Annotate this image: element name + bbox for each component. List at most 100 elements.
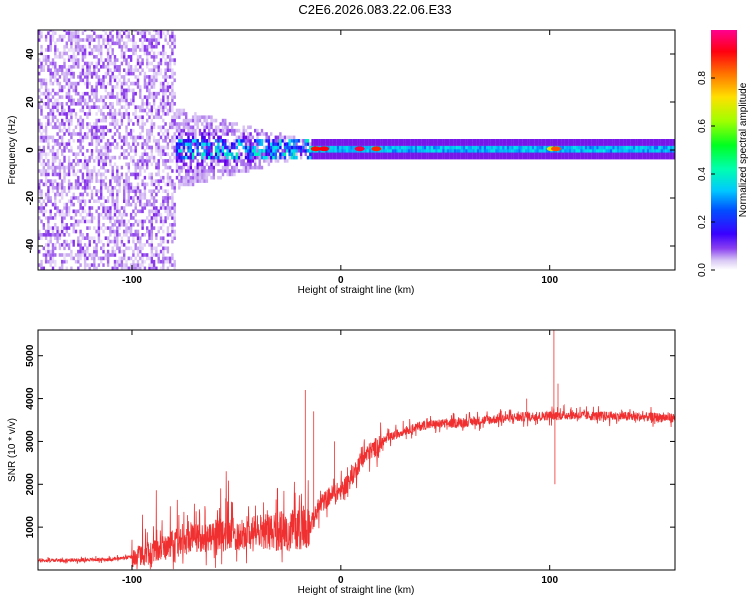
spectrogram-cell bbox=[249, 135, 252, 140]
spectrogram-cell bbox=[672, 139, 675, 143]
spectrogram-cell bbox=[203, 175, 206, 180]
spectrogram-cell bbox=[564, 142, 567, 146]
spectrogram-cell bbox=[148, 236, 151, 240]
spectrogram-cell bbox=[171, 41, 174, 46]
spectrogram-cell bbox=[90, 179, 94, 183]
spectrogram-cell bbox=[214, 149, 218, 153]
spectrogram-cell bbox=[70, 256, 73, 261]
spectrogram-cell bbox=[637, 149, 640, 153]
spectrogram-cell bbox=[129, 88, 133, 93]
spectrogram-cell bbox=[127, 48, 130, 52]
spectrogram-cell bbox=[642, 142, 645, 146]
spectrogram-cell bbox=[155, 186, 158, 190]
spectrogram-cell bbox=[580, 155, 583, 160]
spectrogram-cell bbox=[111, 142, 114, 146]
spectrogram-cell bbox=[635, 152, 638, 156]
spectrogram-cell bbox=[242, 135, 245, 140]
spectrogram-cell bbox=[279, 145, 282, 150]
spectrogram-cell bbox=[596, 139, 599, 143]
spectrogram-cell bbox=[40, 263, 43, 267]
spectrogram-cell bbox=[196, 175, 199, 180]
spectrogram-cell bbox=[136, 105, 140, 109]
spectrogram-cell bbox=[141, 192, 144, 197]
spectrogram-cell bbox=[139, 236, 142, 240]
spectrogram-cell bbox=[203, 139, 206, 143]
spectrogram-cell bbox=[106, 243, 110, 247]
spectrogram-cell bbox=[100, 139, 103, 143]
spectrogram-cell bbox=[166, 88, 170, 93]
spectrogram-cell bbox=[203, 135, 206, 140]
spectrogram-cell bbox=[173, 112, 176, 116]
spectrogram-cell bbox=[171, 236, 174, 240]
spectrogram-cell bbox=[134, 108, 137, 113]
spectrogram-cell bbox=[136, 142, 140, 146]
spectrogram-cell bbox=[290, 152, 294, 156]
spectrogram-cell bbox=[502, 142, 505, 146]
spectrogram-cell bbox=[97, 81, 101, 86]
spectrogram-cell bbox=[205, 155, 209, 160]
spectrogram-cell bbox=[189, 169, 192, 173]
spectrogram-cell bbox=[350, 142, 353, 146]
spectrogram-cell bbox=[58, 135, 62, 140]
spectrogram-cell bbox=[143, 189, 147, 193]
spectrogram-cell bbox=[139, 125, 142, 130]
spectrogram-cell bbox=[221, 165, 225, 170]
spectrogram-cell bbox=[63, 108, 66, 113]
spectrogram-cell bbox=[630, 155, 634, 160]
spectrogram-cell bbox=[164, 139, 167, 143]
spectrogram-cell bbox=[198, 132, 202, 136]
spectrogram-cell bbox=[148, 155, 151, 160]
spectrogram-cell bbox=[95, 85, 98, 89]
spectrogram-cell bbox=[97, 179, 101, 183]
spectrogram-cell bbox=[191, 139, 195, 143]
spectrogram-cell bbox=[283, 139, 287, 143]
spectrogram-cell bbox=[665, 149, 668, 153]
spectrogram-cell bbox=[157, 159, 160, 163]
spectrogram-cell bbox=[54, 233, 57, 237]
spectrogram-cell bbox=[157, 189, 160, 193]
spectrogram-cell bbox=[136, 246, 140, 251]
spectrogram-cell bbox=[54, 91, 57, 96]
spectrogram-cell bbox=[155, 145, 158, 150]
spectrogram-cell bbox=[136, 223, 140, 227]
spectrogram-cell bbox=[67, 38, 71, 42]
spectrogram-cell bbox=[93, 91, 96, 96]
spectrogram-cell bbox=[166, 75, 170, 79]
spectrogram-cell bbox=[129, 68, 133, 72]
spectrogram-cell bbox=[580, 149, 583, 153]
spectrogram-cell bbox=[419, 149, 422, 153]
spectrogram-cell bbox=[212, 128, 215, 133]
spectrogram-cell bbox=[86, 38, 89, 42]
spectrogram-cell bbox=[313, 142, 317, 146]
spectrogram-cell bbox=[40, 172, 43, 177]
spectrogram-cell bbox=[366, 152, 369, 156]
spectrogram-cell bbox=[405, 152, 408, 156]
spectrogram-cell bbox=[208, 152, 211, 156]
spectrogram-cell bbox=[143, 159, 147, 163]
spectrogram-cell bbox=[81, 71, 85, 76]
spectrogram-cell bbox=[109, 206, 112, 210]
spectrogram-cell bbox=[51, 179, 55, 183]
spectrogram-cell bbox=[72, 172, 75, 177]
spectrogram-cell bbox=[47, 68, 50, 72]
spectrogram-cell bbox=[106, 58, 110, 62]
spectrogram-cell bbox=[384, 149, 388, 153]
spectrogram-cell bbox=[54, 98, 57, 103]
spectrogram-cell bbox=[214, 155, 218, 160]
spectrogram-cell bbox=[205, 125, 209, 130]
spectrogram-cell bbox=[123, 41, 126, 46]
spectrogram-cell bbox=[637, 145, 640, 150]
spectrogram-cell bbox=[276, 139, 280, 143]
spectrogram-cell bbox=[106, 61, 110, 66]
spectrogram-cell bbox=[136, 75, 140, 79]
spectrogram-cell bbox=[233, 165, 236, 170]
spectrogram-cell bbox=[488, 145, 491, 150]
spectrogram-cell bbox=[95, 179, 98, 183]
spectrogram-cell bbox=[56, 155, 59, 160]
spectrogram-cell bbox=[120, 152, 124, 156]
spectrogram-cell bbox=[293, 145, 296, 150]
spectrogram-cell bbox=[166, 246, 170, 251]
spectrogram-cell bbox=[81, 219, 85, 224]
spectrogram-cell bbox=[61, 149, 64, 153]
spectrogram-cell bbox=[54, 115, 57, 119]
